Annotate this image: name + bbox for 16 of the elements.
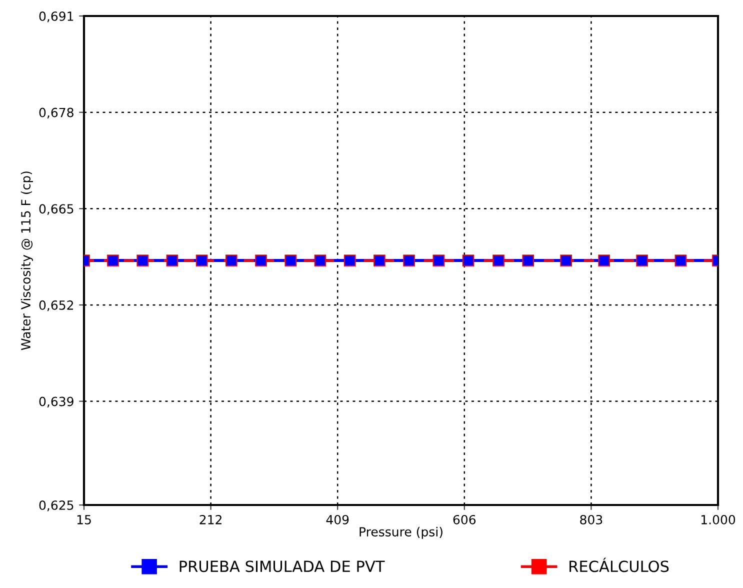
x-axis-title: Pressure (psi) bbox=[360, 526, 442, 539]
y-tick-label: 0,691 bbox=[39, 11, 74, 22]
x-tick-label: 1.000 bbox=[701, 514, 736, 524]
y-tick-label: 0,678 bbox=[39, 108, 74, 119]
x-tick-label: 606 bbox=[453, 514, 476, 524]
x-tick-label: 803 bbox=[580, 514, 602, 524]
y-tick-label: 0,652 bbox=[39, 300, 74, 312]
x-tick-label: 15 bbox=[77, 515, 91, 524]
legend-label: PRUEBA SIMULADA DE PVT bbox=[180, 560, 385, 572]
y-tick-label: 0,625 bbox=[39, 500, 74, 512]
x-tick-label: 212 bbox=[200, 514, 222, 524]
y-axis-title: Water Viscosity @ 115 F (cp) bbox=[20, 172, 33, 350]
legend-label: RECÁLCULOS bbox=[570, 558, 669, 572]
y-tick-label: 0,639 bbox=[39, 396, 74, 408]
x-tick-label: 409 bbox=[326, 514, 349, 524]
y-tick-label: 0,665 bbox=[39, 204, 74, 215]
